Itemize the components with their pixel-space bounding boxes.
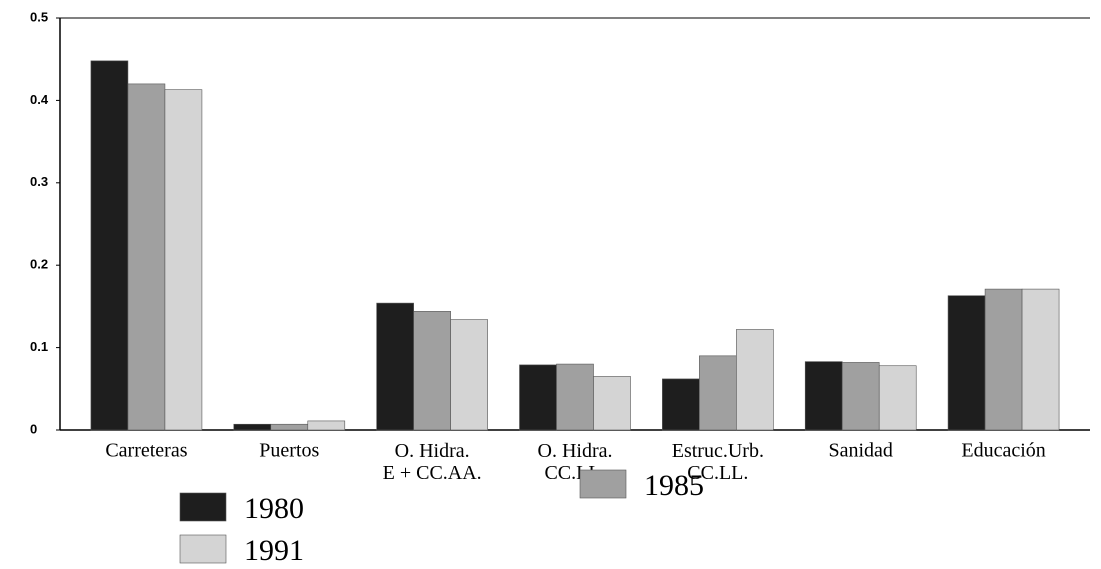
y-tick-label: 0.2 [30,257,48,272]
bar [556,363,594,431]
bar [736,329,774,431]
y-tick-label: 0.3 [30,174,48,189]
y-tick-label: 0.1 [30,339,48,354]
bar [450,319,488,431]
legend-label: 1991 [244,534,304,567]
legend-swatch [179,492,227,522]
x-tick-label: Sanidad [828,440,892,462]
bar [233,423,272,431]
x-tick-label: Estruc.Urb. CC.LL. [672,440,764,484]
bar [699,355,737,431]
x-tick-label: Puertos [259,440,319,462]
bar [984,288,1023,431]
y-tick-label: 0 [30,421,37,436]
bar [1021,288,1060,431]
bar [413,311,451,431]
legend-label: 1980 [244,492,304,525]
bar [90,60,129,431]
bar [127,83,166,431]
legend-swatch [579,469,627,499]
bar [947,295,986,431]
y-tick-label: 0.5 [30,9,48,24]
x-tick-label: O. Hidra. E + CC.AA. [383,440,482,484]
bar [270,423,309,431]
bar [841,362,880,431]
bar [307,420,346,431]
bar [519,364,557,431]
legend-swatch [179,534,227,564]
y-tick-label: 0.4 [30,92,49,107]
bar [804,361,843,431]
x-tick-label: Carreteras [105,440,187,462]
bar [593,376,631,431]
bar [164,89,203,431]
bar [878,365,917,431]
legend-label: 1985 [644,469,704,502]
x-tick-label: Educación [961,440,1045,462]
bar [662,378,700,431]
bar [376,302,414,431]
